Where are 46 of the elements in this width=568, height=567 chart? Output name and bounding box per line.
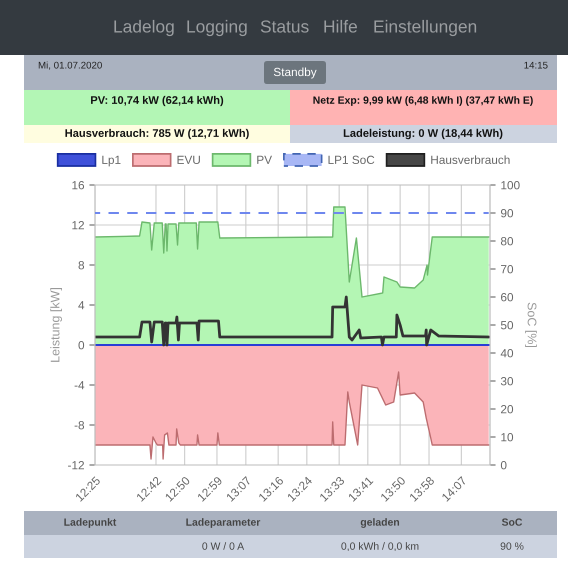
y2-tick-label: 0: [500, 461, 507, 470]
text: Ladeleistung: 0 W (18,44 kWh): [344, 128, 502, 140]
text: Ladeparameter: [186, 518, 260, 528]
legend-label: EVU: [178, 156, 200, 164]
text: SoC: [502, 518, 522, 526]
y2-tick-label: 60: [501, 293, 514, 302]
y-tick-label: 4: [78, 301, 84, 310]
text: 90 %: [500, 542, 524, 550]
y-tick-label: 0: [78, 341, 84, 350]
y2-tick-label: 70: [501, 265, 514, 274]
text: Standby: [274, 68, 317, 78]
y-tick-label: -8: [74, 421, 84, 430]
y-tick-label: 8: [78, 261, 84, 270]
y-tick-label: -12: [68, 461, 84, 470]
text: Mi, 01.07.2020: [38, 61, 102, 70]
text: 14:15: [524, 62, 548, 69]
text: Netz Exp: 9,99 kW (6,48 kWh I) (37,47 kWh E): [313, 96, 533, 106]
y2-tick-label: 90: [500, 209, 514, 218]
legend-label: Lp1: [102, 156, 120, 166]
y2-tick-label: 80: [500, 237, 514, 246]
text: Hausverbrauch: 785 W (12,71 kWh): [65, 128, 249, 140]
text: Hilfe: [324, 20, 357, 33]
text: geladen: [360, 518, 400, 528]
legend-label: LP1 SoC: [328, 156, 374, 164]
text: Ladepunkt: [64, 518, 116, 528]
legend-label: PV: [257, 156, 272, 164]
text: Einstellungen: [374, 20, 476, 36]
text: PV: 10,74 kW (62,14 kWh): [91, 96, 224, 106]
y-tick-label: -4: [74, 381, 84, 390]
text: Status: [260, 20, 309, 33]
y-axis-title: Leistung [kW]: [50, 288, 62, 362]
line-series: [95, 296, 490, 346]
text: 0 W / 0 A: [202, 542, 244, 550]
y-tick-label: 16: [72, 181, 84, 190]
legend-label: Hausverbrauch: [431, 155, 510, 164]
y2-tick-label: 40: [500, 349, 514, 358]
text: 0,0 kWh / 0,0 km: [341, 542, 418, 552]
y2-tick-label: 20: [501, 405, 514, 414]
y2-tick-label: 50: [500, 321, 514, 330]
y2-tick-label: 10: [501, 433, 514, 442]
y2-tick-label: 100: [501, 181, 520, 190]
text: Logging: [187, 20, 247, 36]
text: Ladelog: [114, 20, 174, 36]
y2-axis-title: SoC [%]: [525, 302, 537, 348]
y-tick-label: 12: [72, 221, 84, 230]
y2-tick-label: 30: [500, 377, 514, 386]
